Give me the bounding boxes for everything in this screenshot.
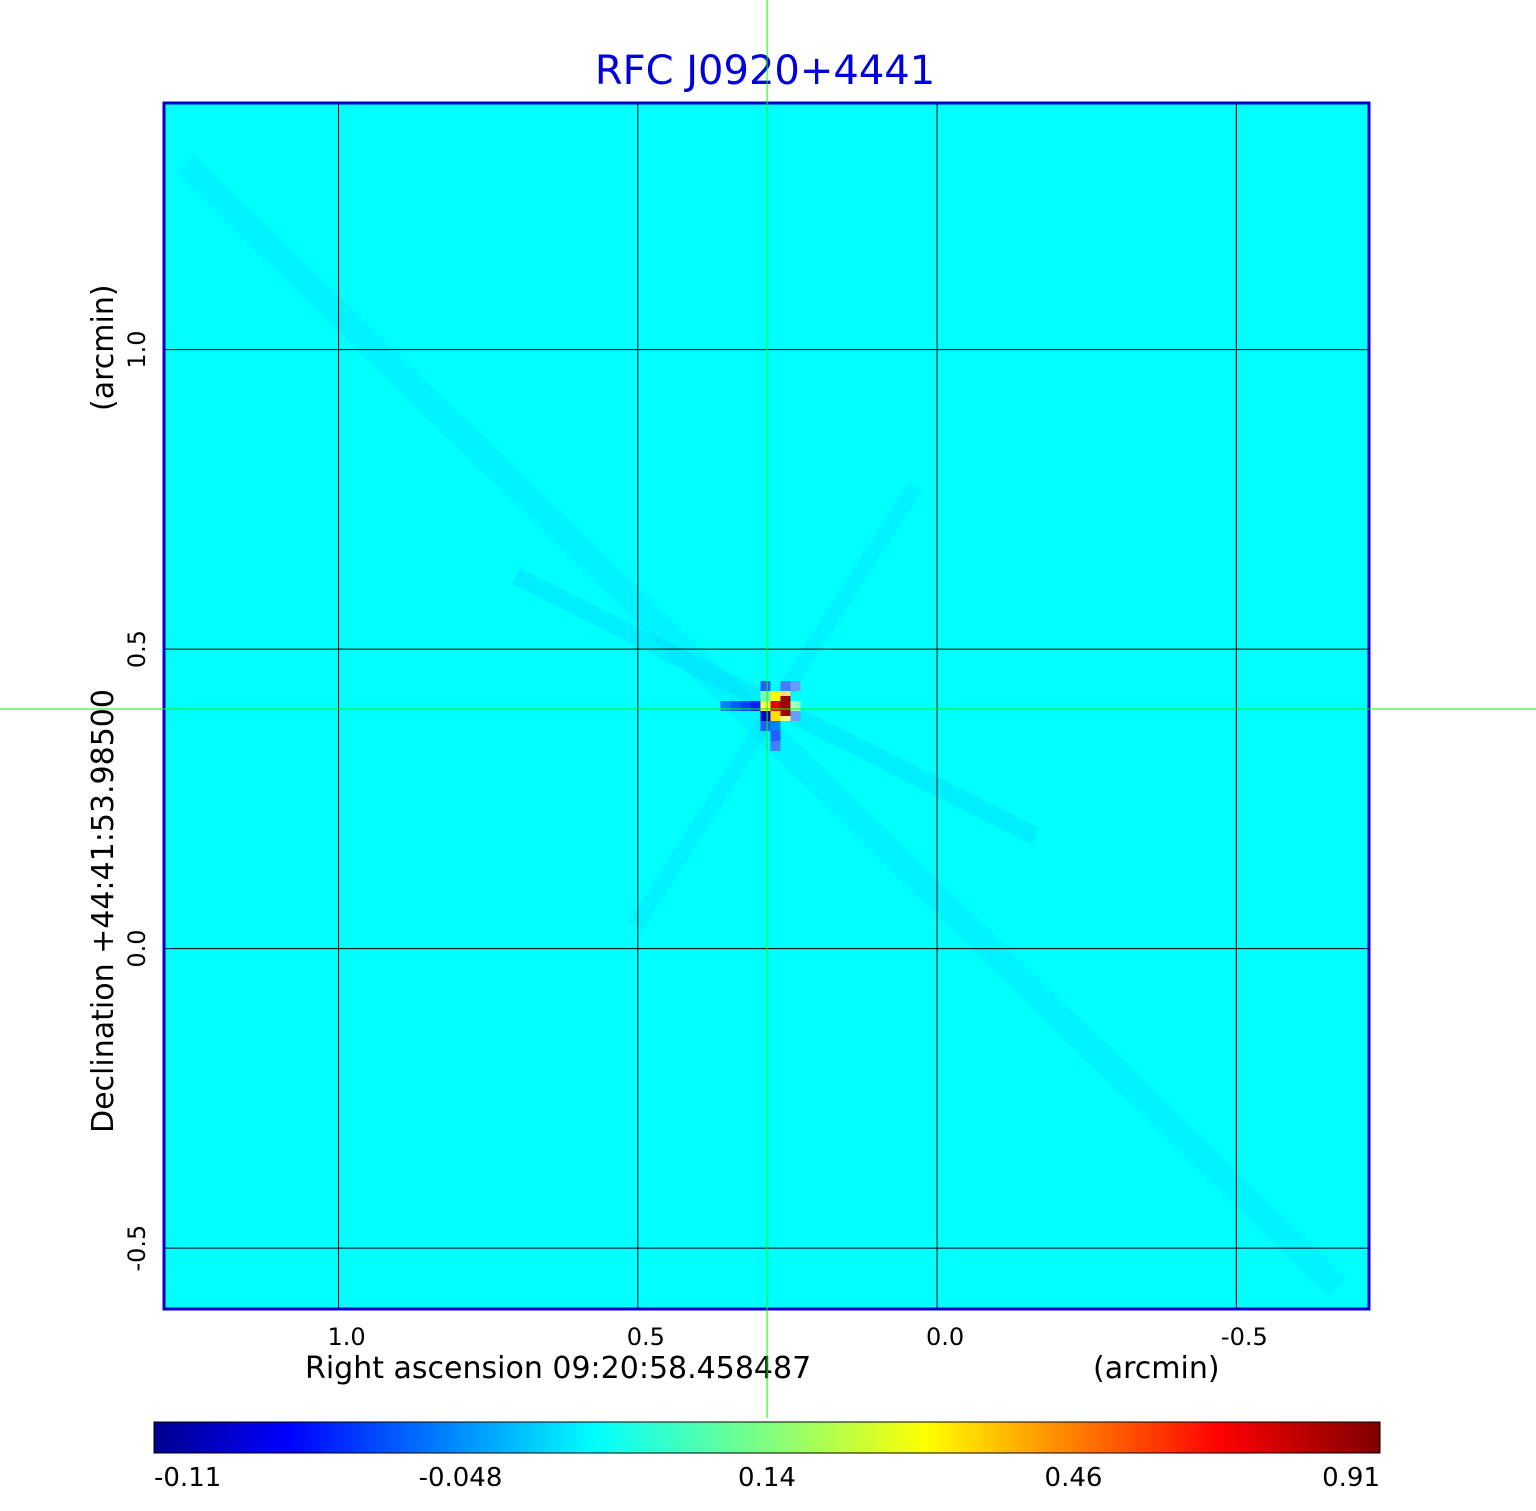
- x-axis-label: Right ascension 09:20:58.458487: [305, 1351, 811, 1386]
- y-tick-label: 0.5: [123, 630, 151, 668]
- colorbar-tick-label: -0.048: [419, 1463, 503, 1493]
- y-tick-label: 0.0: [123, 930, 151, 968]
- colorbar-tick-label: 0.91: [1322, 1463, 1380, 1493]
- source-core: [720, 681, 801, 751]
- y-axis-unit: (arcmin): [86, 284, 121, 411]
- source-pixel: [720, 701, 731, 711]
- source-pixel: [790, 711, 801, 721]
- source-pixel: [760, 721, 771, 731]
- source-pixel: [760, 691, 771, 701]
- source-pixel: [730, 701, 741, 711]
- source-pixel: [780, 681, 791, 691]
- source-pixel: [770, 731, 781, 741]
- x-tick-labels: 1.0 0.5 0.0 -0.5: [327, 1323, 1267, 1351]
- x-tick-label: -0.5: [1221, 1323, 1268, 1351]
- source-pixel: [760, 711, 771, 721]
- source-pixel: [750, 701, 761, 711]
- source-pixel: [790, 701, 801, 711]
- colorbar-tick-labels: -0.11 -0.048 0.14 0.46 0.91: [154, 1463, 1380, 1493]
- x-tick-label: 1.0: [327, 1323, 365, 1351]
- source-pixel: [740, 701, 751, 711]
- source-peak-pixel: [780, 696, 791, 716]
- source-pixel: [770, 741, 781, 751]
- y-tick-label: -0.5: [123, 1225, 151, 1272]
- source-pixel: [770, 721, 781, 731]
- plot-area: [162, 101, 1371, 1311]
- source-pixel: [770, 711, 781, 721]
- x-tick-label: 0.0: [926, 1323, 964, 1351]
- colorbar-tick-label: 0.14: [738, 1463, 796, 1493]
- grid-lines: [165, 104, 1368, 1308]
- x-axis-unit: (arcmin): [1093, 1351, 1220, 1386]
- source-pixel: [770, 701, 781, 711]
- x-tick-label: 0.5: [627, 1323, 665, 1351]
- plot-frame: [162, 101, 1371, 1311]
- colorbar-tick-label: -0.11: [154, 1463, 221, 1493]
- chart-title: RFC J0920+4441: [595, 48, 935, 94]
- crosshair: [0, 0, 1536, 1418]
- y-tick-label: 1.0: [123, 331, 151, 369]
- source-pixel: [790, 681, 801, 691]
- colorbar-tick-label: 0.46: [1045, 1463, 1103, 1493]
- y-tick-labels: 1.0 0.5 0.0 -0.5: [123, 331, 151, 1272]
- y-axis-label: Declination +44:41:53.98500: [86, 689, 121, 1133]
- source-pixel: [760, 681, 771, 691]
- source-pixel: [760, 701, 771, 711]
- source-pixel: [770, 691, 781, 701]
- colorbar: [153, 1421, 1381, 1454]
